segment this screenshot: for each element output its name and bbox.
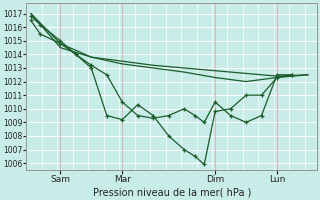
X-axis label: Pression niveau de la mer( hPa ): Pression niveau de la mer( hPa ) [92,187,251,197]
